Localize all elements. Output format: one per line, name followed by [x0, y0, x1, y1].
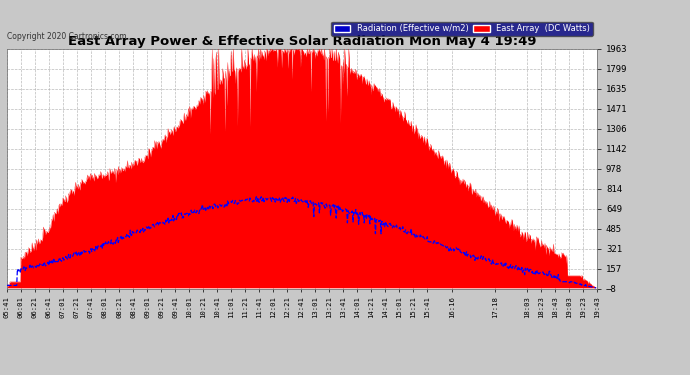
Legend: Radiation (Effective w/m2), East Array  (DC Watts): Radiation (Effective w/m2), East Array (… — [331, 22, 593, 36]
Text: Copyright 2020 Cartronics.com: Copyright 2020 Cartronics.com — [7, 32, 126, 41]
Title: East Array Power & Effective Solar Radiation Mon May 4 19:49: East Array Power & Effective Solar Radia… — [68, 34, 536, 48]
